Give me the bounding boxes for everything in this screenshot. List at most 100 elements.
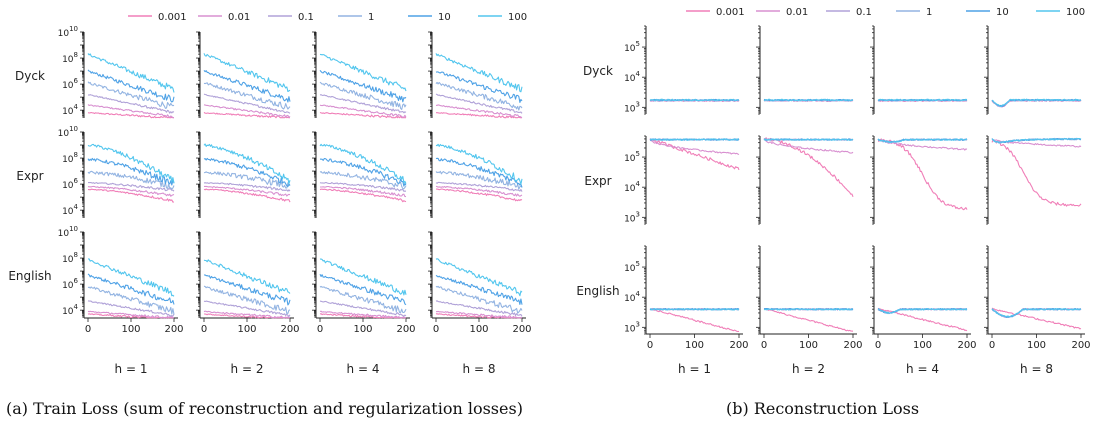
series-line-1 bbox=[435, 285, 523, 314]
y-tick-label: 108 bbox=[62, 251, 78, 265]
series-line-0.001 bbox=[203, 111, 290, 119]
series-line-0.1 bbox=[203, 182, 291, 192]
row-label-expr: Expr bbox=[584, 174, 611, 188]
series-line-0.001 bbox=[649, 307, 740, 333]
series-line-10 bbox=[203, 274, 291, 306]
series-line-0.01 bbox=[204, 185, 291, 197]
series-line-10 bbox=[319, 69, 407, 103]
column-label: h = 4 bbox=[347, 362, 380, 376]
subplot-dyck-3 bbox=[984, 25, 1082, 115]
x-tick-label: 0 bbox=[433, 324, 439, 335]
series-line-0.001 bbox=[319, 111, 406, 119]
y-tick-label: 1010 bbox=[58, 25, 78, 39]
x-tick-label: 200 bbox=[843, 340, 862, 351]
exponent: 4 bbox=[74, 103, 79, 111]
series-line-0.1 bbox=[87, 300, 175, 317]
series-line-0.001 bbox=[319, 188, 407, 203]
series-line-100 bbox=[649, 307, 740, 311]
legend-label-0.1: 0.1 bbox=[856, 7, 872, 18]
x-tick-label: 0 bbox=[85, 324, 91, 335]
series-line-100 bbox=[203, 53, 291, 93]
series-line-0.001 bbox=[763, 137, 854, 198]
exponent: 5 bbox=[636, 150, 640, 158]
series-line-100 bbox=[763, 98, 854, 102]
series-line-0.1 bbox=[319, 94, 407, 114]
series-line-0.1 bbox=[435, 93, 523, 114]
legend-label-0.01: 0.01 bbox=[786, 7, 808, 18]
series-line-10 bbox=[435, 71, 523, 103]
y-tick-label: 104 bbox=[62, 103, 78, 117]
series-line-100 bbox=[877, 138, 968, 144]
series-line-0.001 bbox=[991, 307, 1082, 330]
series-line-100 bbox=[991, 307, 1082, 318]
x-tick-label: 100 bbox=[913, 340, 932, 351]
series-line-0.1 bbox=[203, 300, 291, 317]
series-line-0.01 bbox=[435, 185, 523, 197]
column-label: h = 1 bbox=[115, 362, 148, 376]
series-line-100 bbox=[649, 98, 740, 102]
subplot-expr-0: 103 104 105 bbox=[624, 135, 740, 225]
series-line-100 bbox=[877, 308, 968, 314]
exponent: 3 bbox=[636, 100, 640, 108]
exponent: 6 bbox=[74, 77, 79, 85]
subplot-english-0: 103 104 105 0 100 200 h = 1 bbox=[624, 245, 749, 376]
series-line-100 bbox=[435, 53, 523, 93]
y-tick-label: 106 bbox=[62, 77, 78, 91]
y-tick-label: 104 bbox=[62, 203, 78, 217]
x-tick-label: 100 bbox=[685, 340, 704, 351]
x-tick-label: 0 bbox=[875, 340, 881, 351]
y-tick-label: 103 bbox=[624, 320, 640, 334]
series-line-100 bbox=[203, 143, 291, 185]
caption-train-loss: (a) Train Loss (sum of reconstruction an… bbox=[6, 399, 523, 418]
series-line-100 bbox=[649, 138, 740, 141]
subplot-english-3: 0 100 200 h = 8 bbox=[984, 245, 1091, 376]
series-line-1 bbox=[319, 81, 407, 111]
legend-label-10: 10 bbox=[996, 7, 1009, 18]
exponent: 10 bbox=[69, 25, 78, 33]
series-line-100 bbox=[991, 137, 1082, 144]
series-line-0.01 bbox=[203, 310, 291, 319]
subplot-expr-2 bbox=[870, 135, 968, 225]
series-line-100 bbox=[87, 258, 175, 297]
y-tick-label: 105 bbox=[624, 150, 640, 164]
series-line-0.1 bbox=[319, 182, 407, 192]
series-line-0.1 bbox=[435, 300, 523, 317]
series-line-0.001 bbox=[319, 313, 406, 319]
series-line-1 bbox=[203, 285, 291, 315]
series-line-0.01 bbox=[649, 138, 740, 156]
series-line-0.01 bbox=[87, 310, 175, 319]
x-tick-label: 100 bbox=[121, 324, 140, 335]
legend: 0.001 0.01 0.1 1 10 100 bbox=[686, 7, 1085, 18]
series-line-0.01 bbox=[87, 185, 175, 197]
legend-label-1: 1 bbox=[926, 7, 932, 18]
figure: Dyck1041061081010Expr1041061081010Englis… bbox=[8, 7, 1091, 376]
series-line-0.01 bbox=[87, 104, 175, 119]
series-line-0.001 bbox=[877, 307, 968, 332]
series-line-1 bbox=[203, 82, 291, 110]
x-tick-label: 0 bbox=[761, 340, 767, 351]
series-line-10 bbox=[435, 157, 523, 188]
legend-label-0.01: 0.01 bbox=[228, 12, 250, 23]
y-tick-label: 1010 bbox=[58, 125, 78, 139]
series-line-1 bbox=[435, 170, 523, 190]
subplot-dyck-2 bbox=[870, 25, 968, 115]
series-line-10 bbox=[319, 157, 407, 187]
exponent: 10 bbox=[69, 225, 78, 233]
series-line-0.01 bbox=[320, 185, 407, 198]
x-tick-label: 100 bbox=[237, 324, 256, 335]
subplot-dyck-0: 103 104 105 bbox=[624, 25, 740, 115]
row-label-expr: Expr bbox=[16, 169, 43, 183]
series-line-1 bbox=[319, 285, 407, 314]
exponent: 4 bbox=[636, 290, 641, 298]
y-tick-label: 108 bbox=[62, 151, 78, 165]
exponent: 4 bbox=[74, 203, 79, 211]
legend-label-0.001: 0.001 bbox=[716, 7, 745, 18]
y-tick-label: 106 bbox=[62, 177, 78, 191]
series-line-100 bbox=[435, 143, 523, 185]
x-tick-label: 200 bbox=[512, 324, 531, 335]
y-tick-label: 103 bbox=[624, 210, 640, 224]
x-tick-label: 100 bbox=[799, 340, 818, 351]
series-line-10 bbox=[319, 273, 407, 306]
